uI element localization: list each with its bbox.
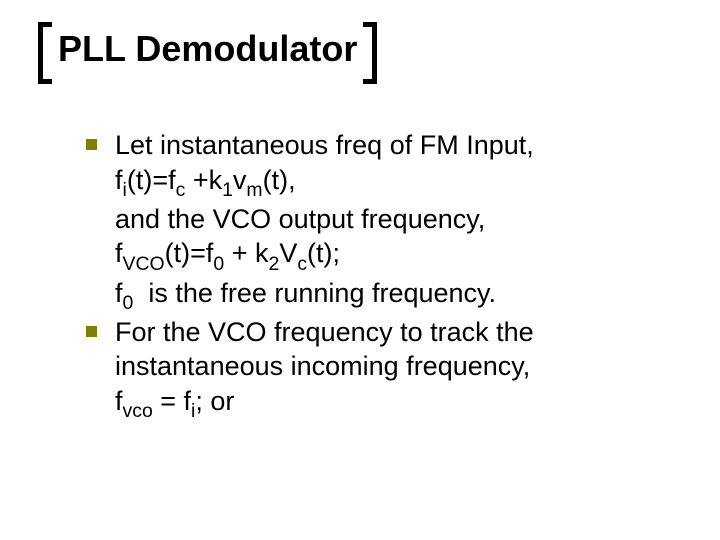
slide: PLL Demodulator Let instantaneous freq o… [0,0,720,540]
bracket-right-icon [363,22,377,84]
bracket-left-icon [38,22,52,84]
bullet-continuation-line: fVCO(t)=f0 + k2Vc(t); [82,236,670,275]
slide-content: Let instantaneous freq of FM Input,fi(t)… [40,128,680,423]
bullet-continuation-line: and the VCO output frequency, [82,202,670,237]
bullet-continuation-line: f0 is the free running frequency. [82,276,670,315]
bullet-square-icon [86,326,97,337]
bullet-item: Let instantaneous freq of FM Input, [82,128,670,163]
bullet-continuation-line: fvco = fi; or [82,384,670,423]
bullet-lead-text: For the VCO frequency to track the insta… [115,315,670,384]
bullet-lead-text: Let instantaneous freq of FM Input, [115,128,534,163]
bullet-continuation-line: fi(t)=fc +k1vm(t), [82,163,670,202]
bullet-square-icon [86,139,97,150]
title-wrap: PLL Demodulator [44,24,371,80]
bullet-item: For the VCO frequency to track the insta… [82,315,670,384]
slide-title: PLL Demodulator [44,24,371,80]
